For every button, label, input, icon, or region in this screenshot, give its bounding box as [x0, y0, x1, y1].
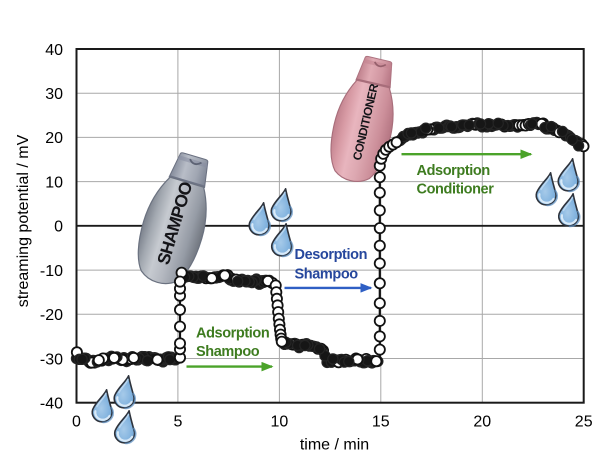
svg-text:25: 25 — [575, 414, 593, 431]
svg-text:0: 0 — [54, 219, 63, 236]
svg-text:15: 15 — [372, 414, 390, 431]
svg-text:5: 5 — [173, 414, 182, 431]
svg-text:Shampoo: Shampoo — [196, 344, 260, 360]
svg-text:Adsorption: Adsorption — [417, 163, 490, 179]
svg-text:-10: -10 — [40, 263, 63, 280]
svg-text:40: 40 — [45, 42, 63, 59]
svg-text:Conditioner: Conditioner — [417, 182, 495, 198]
svg-text:Shampoo: Shampoo — [295, 267, 359, 283]
svg-text:Adsorption: Adsorption — [196, 325, 269, 341]
svg-text:10: 10 — [271, 414, 289, 431]
svg-text:0: 0 — [72, 414, 81, 431]
svg-text:20: 20 — [45, 130, 63, 147]
svg-text:20: 20 — [473, 414, 491, 431]
svg-text:-40: -40 — [40, 396, 63, 413]
svg-text:streaming potential / mV: streaming potential / mV — [15, 134, 32, 307]
svg-text:-20: -20 — [40, 307, 63, 324]
svg-text:10: 10 — [45, 174, 63, 191]
svg-text:-30: -30 — [40, 351, 63, 368]
svg-text:30: 30 — [45, 86, 63, 103]
svg-text:time / min: time / min — [300, 437, 369, 454]
svg-text:Desorption: Desorption — [295, 247, 368, 263]
